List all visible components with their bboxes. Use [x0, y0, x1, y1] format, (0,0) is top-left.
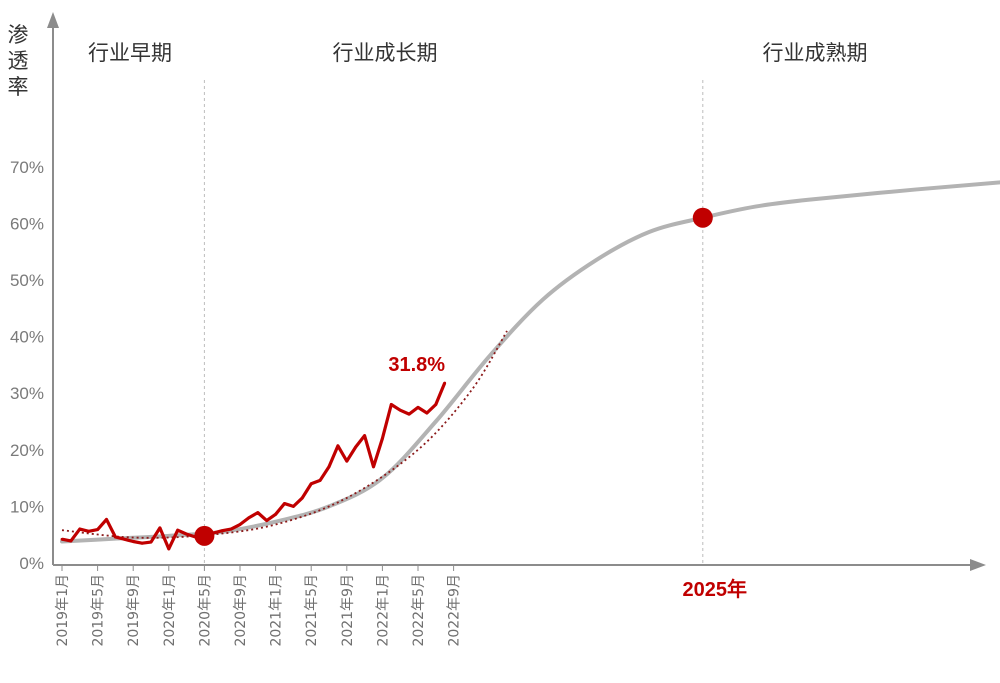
x-tick-label: 2019年5月: [91, 574, 107, 647]
data-point: [434, 403, 438, 406]
year-2025-marker: 2025年: [683, 577, 748, 601]
x-tick-label: 2020年9月: [233, 574, 249, 647]
data-point: [229, 527, 233, 531]
y-axis-arrow-icon: [47, 12, 59, 28]
actual-penetration-line: [61, 382, 447, 551]
data-point: [158, 526, 162, 530]
data-point: [416, 405, 420, 409]
data-point: [69, 539, 73, 543]
data-point: [87, 529, 91, 533]
data-point: [140, 541, 144, 545]
x-tick-label: 2022年9月: [447, 574, 463, 647]
data-points: [60, 381, 447, 551]
x-tick-label: 2022年5月: [411, 574, 427, 647]
y-axis-label-char: 渗: [8, 23, 29, 47]
data-point: [398, 408, 402, 412]
data-point: [363, 434, 366, 438]
data-point: [220, 529, 224, 533]
y-axis-label-char: 透: [8, 49, 29, 73]
key-points: [194, 207, 713, 546]
s-curve-trend-line: [60, 180, 1000, 544]
y-tick-label: 40%: [10, 328, 44, 347]
data-point: [283, 502, 286, 505]
y-tick-label: 60%: [10, 214, 44, 233]
x-tick-label: 2020年5月: [197, 574, 213, 647]
phase-boundaries: [203, 80, 704, 565]
key-point-marker: [194, 525, 215, 546]
data-point: [247, 516, 251, 520]
data-point: [345, 459, 349, 463]
key-point-marker: [692, 207, 713, 228]
y-tick-label: 70%: [10, 158, 44, 177]
data-point: [60, 537, 64, 541]
data-point: [96, 528, 99, 532]
x-axis-ticks: 2019年1月 2019年5月 2019年9月 2020年1月 2020年5月 2020年…: [55, 565, 463, 647]
y-axis-label-char: 率: [8, 75, 29, 99]
phase-label-growth: 行业成长期: [333, 41, 438, 65]
data-point: [238, 523, 242, 526]
latest-value-label: 31.8%: [388, 354, 445, 376]
data-point: [407, 412, 411, 416]
data-point: [265, 519, 269, 522]
x-tick-label: 2021年5月: [304, 574, 320, 647]
data-point: [167, 547, 171, 551]
data-point: [292, 505, 295, 508]
dotted-fit-line: [61, 330, 508, 539]
x-tick-label: 2019年9月: [126, 574, 142, 647]
x-tick-label: 2021年1月: [269, 574, 285, 647]
data-point: [274, 512, 277, 516]
data-point: [114, 535, 117, 539]
data-point: [318, 478, 322, 482]
data-point: [176, 528, 180, 532]
x-tick-label: 2019年1月: [55, 574, 71, 647]
data-point: [389, 403, 393, 406]
data-point: [78, 527, 82, 531]
x-tick-label: 2021年9月: [340, 574, 356, 647]
y-tick-label: 0%: [19, 554, 44, 573]
y-tick-label: 10%: [10, 497, 44, 516]
y-tick-label: 20%: [10, 441, 44, 460]
data-point: [300, 496, 304, 500]
data-point: [149, 540, 153, 544]
y-tick-label: 30%: [10, 384, 44, 403]
x-tick-label: 2022年1月: [375, 574, 391, 647]
data-point: [122, 537, 126, 541]
phase-label-mature: 行业成熟期: [763, 41, 868, 65]
data-point: [425, 411, 429, 415]
x-tick-label: 2020年1月: [162, 574, 178, 647]
data-point: [443, 381, 447, 385]
phase-label-early: 行业早期: [88, 41, 172, 65]
y-axis-label: 渗透率: [8, 23, 29, 99]
data-point: [105, 518, 108, 521]
data-point: [381, 437, 384, 440]
data-point: [309, 482, 313, 486]
data-point: [327, 465, 331, 469]
x-axis-arrow-icon: [970, 559, 986, 571]
data-point: [354, 445, 358, 449]
data-point: [372, 465, 375, 469]
y-tick-label: 50%: [10, 271, 44, 290]
y-axis-ticks: 0% 10% 20% 30% 40% 50% 60% 70%: [10, 158, 44, 573]
data-point: [131, 540, 135, 543]
data-point: [185, 532, 189, 536]
data-point: [336, 444, 340, 448]
data-point: [256, 511, 260, 515]
